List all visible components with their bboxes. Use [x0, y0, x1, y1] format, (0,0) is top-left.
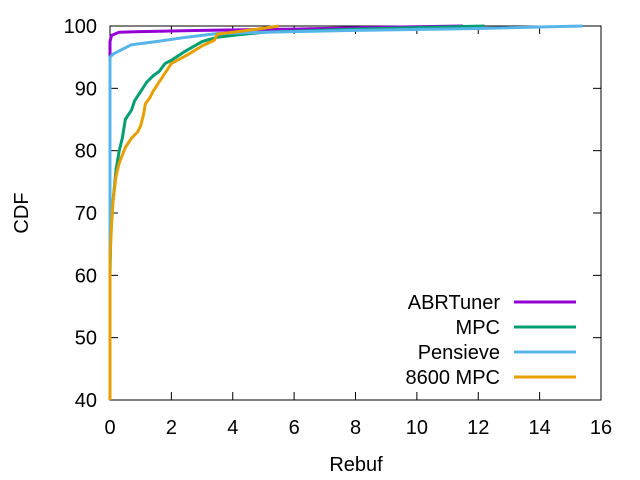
x-tick-label: 12 [467, 417, 489, 439]
x-tick-label: 16 [590, 417, 612, 439]
y-tick-label: 70 [75, 203, 97, 225]
x-tick-label: 2 [166, 417, 177, 439]
y-tick-label: 60 [75, 265, 97, 287]
series-line-abrtuner [108, 24, 463, 400]
series-line-8600-mpc [108, 24, 280, 400]
plot-frame [109, 25, 602, 401]
y-tick-label: 50 [75, 328, 97, 350]
x-tick-label: 0 [104, 417, 115, 439]
legend-label-pensieve: Pensieve [418, 342, 500, 364]
legend-label-abrtuner: ABRTuner [408, 292, 501, 314]
x-tick-label: 14 [529, 417, 551, 439]
y-axis-label: CDF [11, 192, 33, 233]
x-axis-label: Rebuf [329, 454, 383, 476]
y-tick-label: 100 [64, 16, 97, 38]
legend-label-mpc: MPC [456, 317, 500, 339]
y-tick-label: 40 [75, 390, 97, 412]
legend-label-8600-mpc: 8600 MPC [406, 367, 501, 389]
y-tick-label: 90 [75, 78, 97, 100]
x-tick-label: 6 [289, 417, 300, 439]
y-tick-label: 80 [75, 141, 97, 163]
legend: ABRTuner MPC Pensieve 8600 MPC [406, 292, 576, 389]
x-tick-label: 4 [227, 417, 238, 439]
series-line-pensieve [108, 24, 583, 400]
x-tick-label: 8 [350, 417, 361, 439]
x-tick-label: 10 [406, 417, 428, 439]
